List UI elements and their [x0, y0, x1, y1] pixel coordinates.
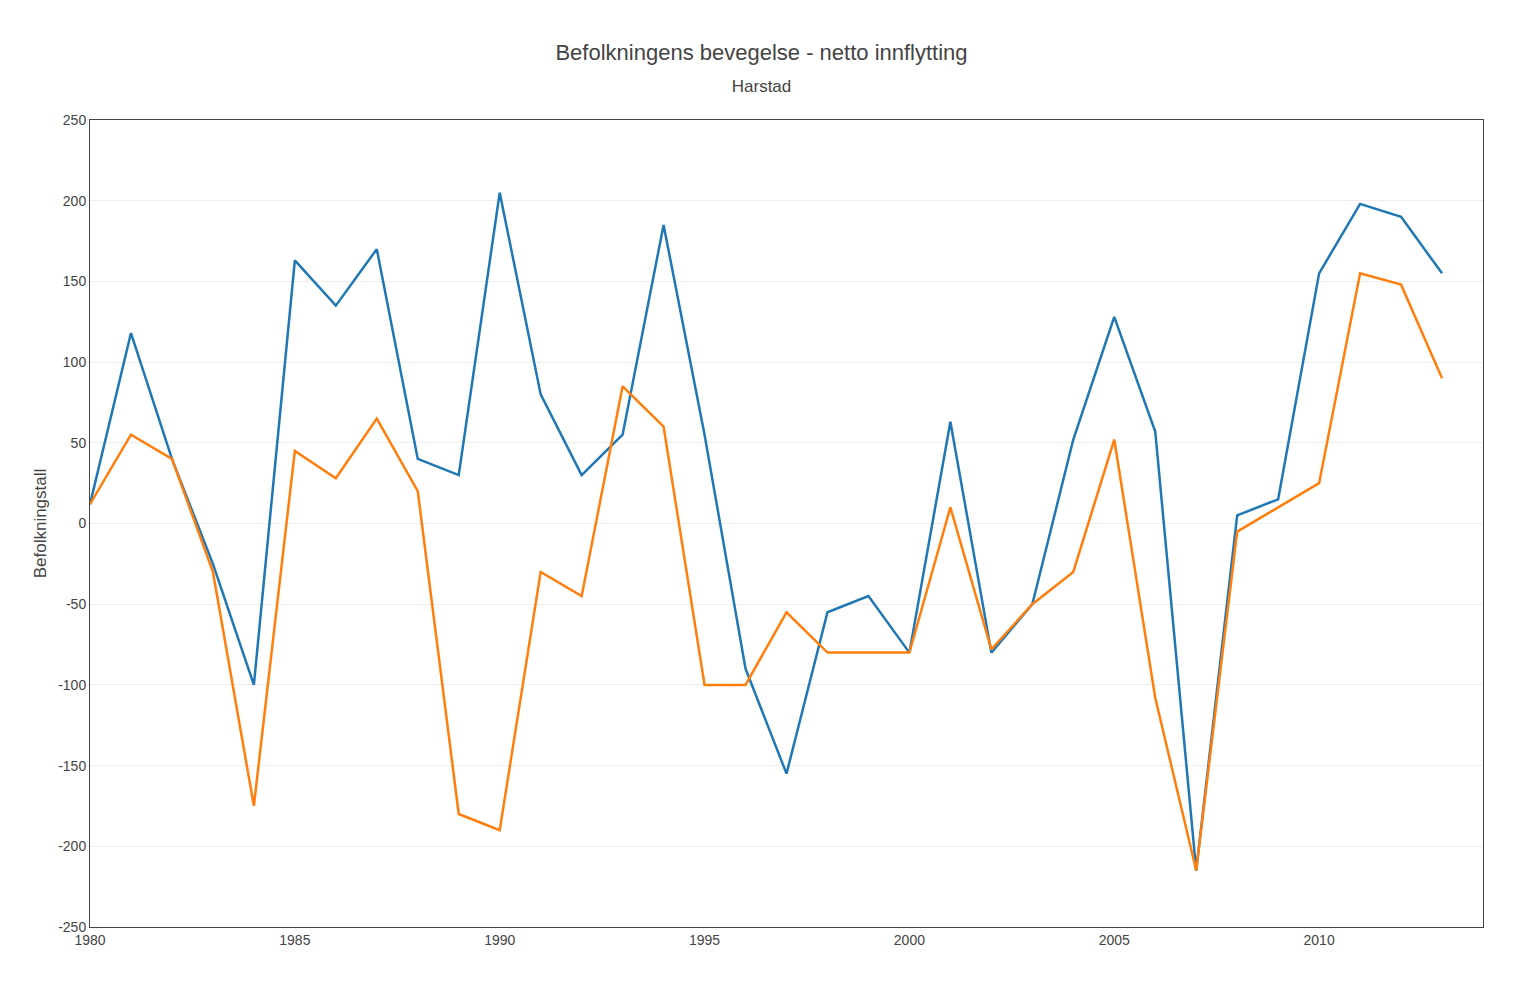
svg-text:1985: 1985: [279, 932, 310, 948]
svg-text:-250: -250: [58, 919, 86, 935]
svg-text:250: 250: [63, 112, 87, 128]
svg-text:200: 200: [63, 193, 87, 209]
svg-text:0: 0: [78, 515, 86, 531]
svg-text:1980: 1980: [74, 932, 105, 948]
svg-text:1990: 1990: [484, 932, 515, 948]
svg-text:50: 50: [71, 435, 87, 451]
svg-text:2010: 2010: [1304, 932, 1335, 948]
svg-text:100: 100: [63, 354, 87, 370]
svg-text:-150: -150: [58, 758, 86, 774]
svg-text:150: 150: [63, 273, 87, 289]
svg-text:Befolkningstall: Befolkningstall: [31, 469, 50, 579]
svg-text:-100: -100: [58, 677, 86, 693]
svg-text:Harstad: Harstad: [732, 77, 792, 96]
svg-text:-50: -50: [66, 596, 86, 612]
svg-text:1995: 1995: [689, 932, 720, 948]
svg-text:Befolkningens bevegelse - nett: Befolkningens bevegelse - netto innflytt…: [555, 40, 967, 65]
svg-text:2005: 2005: [1099, 932, 1130, 948]
svg-text:2000: 2000: [894, 932, 925, 948]
svg-text:-200: -200: [58, 838, 86, 854]
